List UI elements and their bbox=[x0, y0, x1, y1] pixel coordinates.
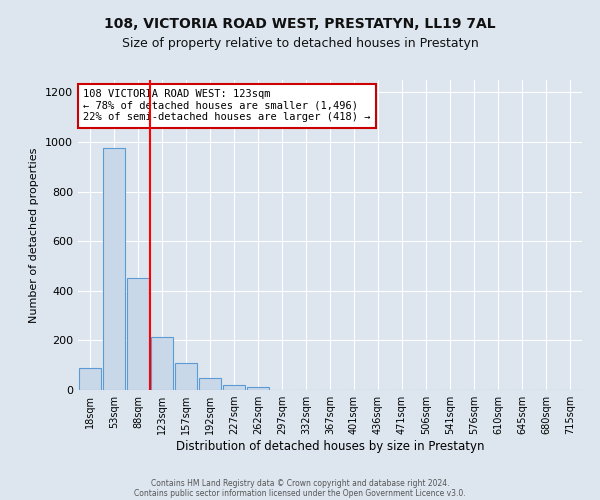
Text: Contains public sector information licensed under the Open Government Licence v3: Contains public sector information licen… bbox=[134, 488, 466, 498]
Y-axis label: Number of detached properties: Number of detached properties bbox=[29, 148, 40, 322]
Bar bbox=[103, 148, 125, 390]
Bar bbox=[79, 368, 101, 390]
Bar bbox=[247, 387, 269, 390]
Bar bbox=[199, 378, 221, 390]
X-axis label: Distribution of detached houses by size in Prestatyn: Distribution of detached houses by size … bbox=[176, 440, 484, 453]
Bar bbox=[151, 336, 173, 390]
Bar bbox=[127, 278, 149, 390]
Text: Contains HM Land Registry data © Crown copyright and database right 2024.: Contains HM Land Registry data © Crown c… bbox=[151, 478, 449, 488]
Text: 108, VICTORIA ROAD WEST, PRESTATYN, LL19 7AL: 108, VICTORIA ROAD WEST, PRESTATYN, LL19… bbox=[104, 18, 496, 32]
Bar bbox=[223, 385, 245, 390]
Text: Size of property relative to detached houses in Prestatyn: Size of property relative to detached ho… bbox=[122, 38, 478, 51]
Text: 108 VICTORIA ROAD WEST: 123sqm
← 78% of detached houses are smaller (1,496)
22% : 108 VICTORIA ROAD WEST: 123sqm ← 78% of … bbox=[83, 90, 371, 122]
Bar bbox=[175, 362, 197, 390]
